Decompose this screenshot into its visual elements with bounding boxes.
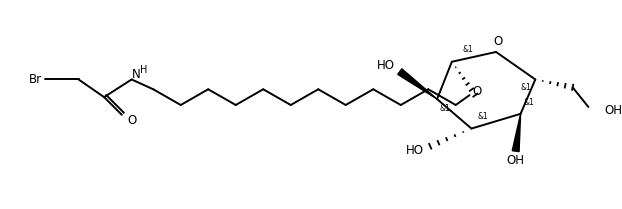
Text: O: O: [473, 85, 482, 98]
Text: &1: &1: [462, 46, 473, 55]
Text: OH: OH: [507, 154, 525, 167]
Text: &1: &1: [478, 112, 489, 121]
Text: &1: &1: [523, 98, 534, 107]
Text: N: N: [132, 68, 141, 81]
Text: HO: HO: [406, 144, 424, 157]
Text: O: O: [127, 114, 136, 127]
Text: OH: OH: [604, 104, 622, 117]
Text: Br: Br: [29, 73, 42, 86]
Text: H: H: [140, 65, 147, 75]
Text: &1: &1: [520, 83, 531, 92]
Text: O: O: [493, 35, 503, 48]
Text: HO: HO: [377, 59, 395, 72]
Polygon shape: [397, 69, 437, 99]
Polygon shape: [513, 114, 521, 152]
Text: &1: &1: [440, 104, 450, 113]
